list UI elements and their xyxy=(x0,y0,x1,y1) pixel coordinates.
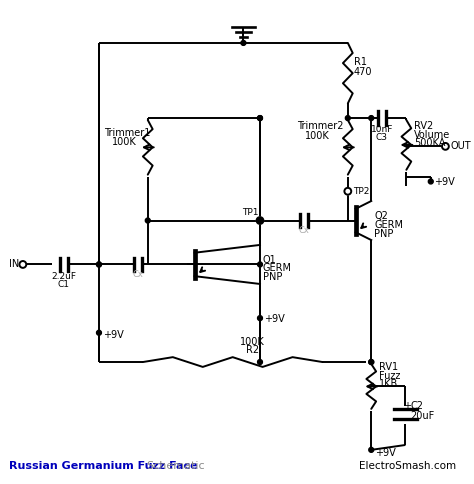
Text: ElectroSmash.com: ElectroSmash.com xyxy=(359,461,456,471)
Text: 100K: 100K xyxy=(305,131,329,141)
Text: GERM: GERM xyxy=(374,220,403,230)
Circle shape xyxy=(146,218,150,223)
Circle shape xyxy=(257,360,263,364)
Text: Russian Germanium Fuzz Face: Russian Germanium Fuzz Face xyxy=(9,461,198,471)
Text: C1: C1 xyxy=(58,280,70,289)
Text: PNP: PNP xyxy=(374,229,393,239)
Text: Trimmer2: Trimmer2 xyxy=(297,121,344,131)
Circle shape xyxy=(257,262,263,267)
Circle shape xyxy=(369,447,374,453)
Circle shape xyxy=(369,360,374,364)
Text: Q1: Q1 xyxy=(263,255,277,265)
Circle shape xyxy=(256,217,264,224)
Circle shape xyxy=(97,262,101,267)
Text: R2: R2 xyxy=(246,345,259,355)
Text: Cx: Cx xyxy=(299,226,310,235)
Text: 470: 470 xyxy=(354,67,372,77)
Text: +9V: +9V xyxy=(103,330,124,340)
Text: +9V: +9V xyxy=(264,314,285,324)
Text: 500KA: 500KA xyxy=(414,138,446,149)
Text: OUT: OUT xyxy=(450,141,471,151)
Text: RV1: RV1 xyxy=(379,362,398,372)
Circle shape xyxy=(257,116,263,121)
Text: GERM: GERM xyxy=(263,263,292,273)
Circle shape xyxy=(345,188,351,195)
Circle shape xyxy=(346,116,350,121)
Circle shape xyxy=(241,41,246,45)
Text: +: + xyxy=(403,401,411,411)
Text: TP1: TP1 xyxy=(242,208,259,217)
Text: C3: C3 xyxy=(376,133,388,142)
Circle shape xyxy=(97,262,101,267)
Circle shape xyxy=(257,316,263,320)
Text: 2.2uF: 2.2uF xyxy=(51,272,76,281)
Text: R1: R1 xyxy=(354,58,367,67)
Text: 100K: 100K xyxy=(112,137,137,148)
Text: Trimmer1: Trimmer1 xyxy=(104,128,150,138)
Circle shape xyxy=(19,261,26,268)
Circle shape xyxy=(428,179,433,184)
Text: RV2: RV2 xyxy=(414,121,433,131)
Circle shape xyxy=(369,116,374,121)
Text: Q2: Q2 xyxy=(374,211,388,221)
Text: TP2: TP2 xyxy=(353,187,369,196)
Text: 20uF: 20uF xyxy=(410,411,435,421)
Circle shape xyxy=(257,218,263,223)
Text: Cx: Cx xyxy=(133,270,144,279)
Text: PNP: PNP xyxy=(263,272,283,282)
Text: IN: IN xyxy=(9,259,19,270)
Circle shape xyxy=(257,116,263,121)
Circle shape xyxy=(97,330,101,335)
Text: 10nF: 10nF xyxy=(371,125,393,134)
Text: Schematic: Schematic xyxy=(146,461,204,471)
Text: 100K: 100K xyxy=(240,336,264,347)
Circle shape xyxy=(442,143,449,150)
Text: Fuzz: Fuzz xyxy=(379,371,401,381)
Circle shape xyxy=(257,218,263,223)
Text: +9V: +9V xyxy=(434,178,455,187)
Text: C2: C2 xyxy=(410,401,423,411)
Circle shape xyxy=(369,360,374,364)
Text: 1KB: 1KB xyxy=(379,379,398,390)
Text: +9V: +9V xyxy=(375,448,396,458)
Text: Volume: Volume xyxy=(414,130,450,140)
